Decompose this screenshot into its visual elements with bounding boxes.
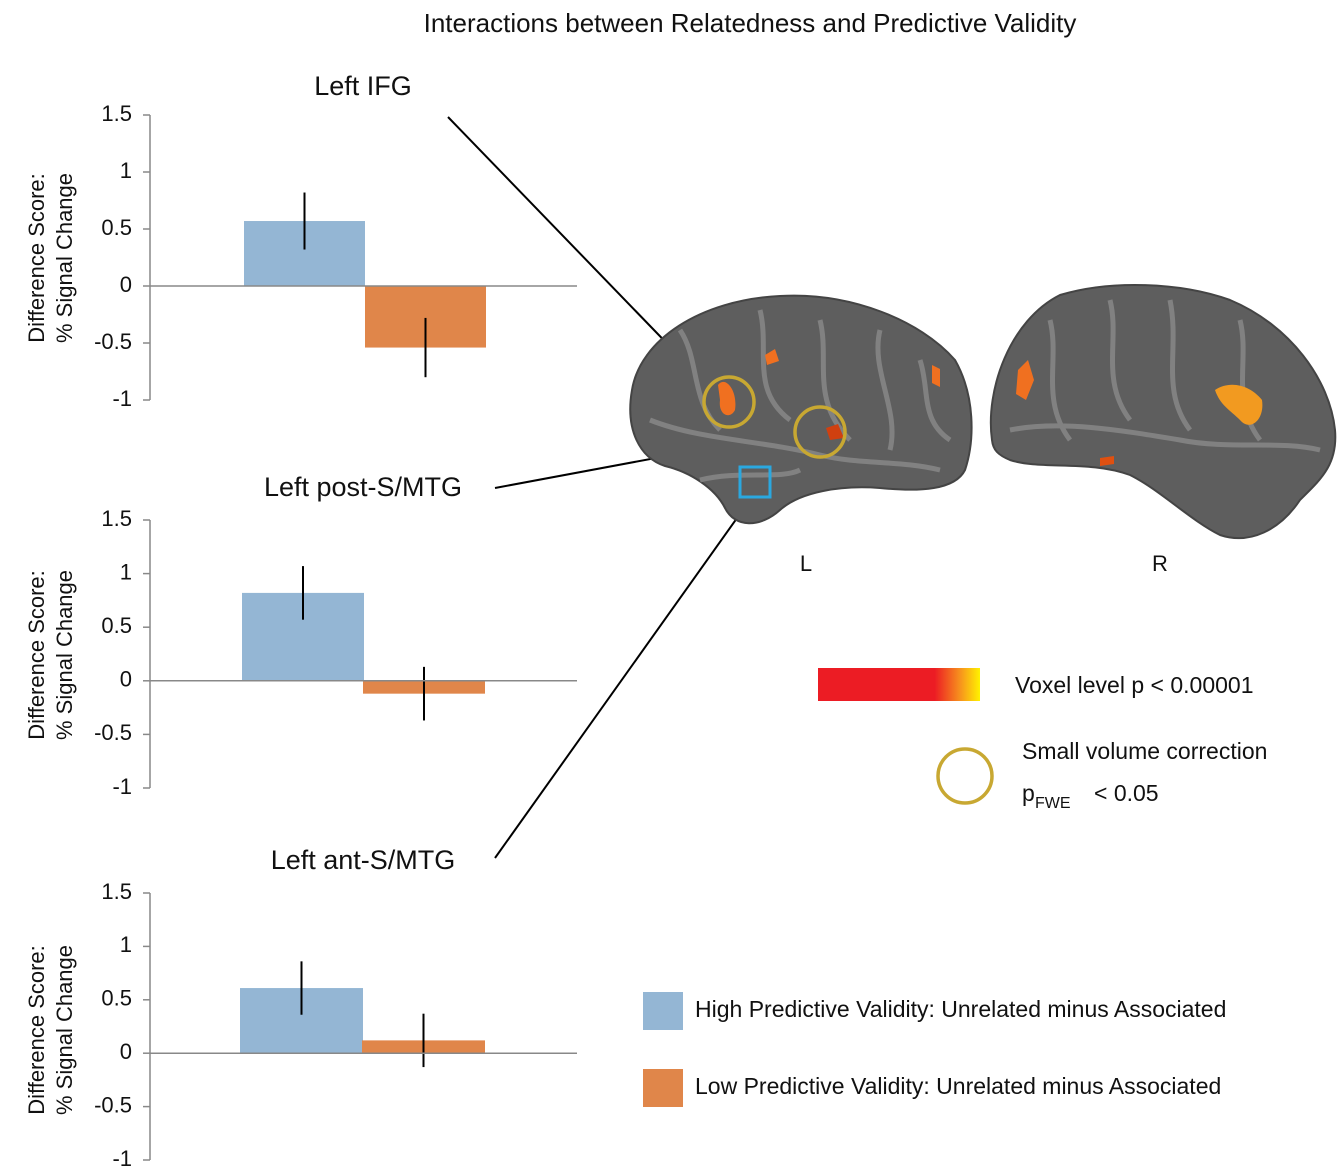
chart-title: Left IFG [314,71,412,101]
y-axis-label: % Signal Change [52,570,77,740]
y-tick-label: 0 [120,1039,132,1064]
y-tick-label: 0 [120,667,132,692]
figure-title: Interactions between Relatedness and Pre… [424,8,1077,38]
y-tick-label: 1 [120,932,132,957]
hemisphere-label: L [800,551,812,576]
y-tick-label: 1.5 [101,879,132,904]
y-tick-label: 0.5 [101,986,132,1011]
y-tick-label: 1 [120,158,132,183]
svc-p: p [1022,780,1035,806]
legend-swatch [643,992,683,1030]
left-brain [630,296,971,524]
svc-symbol [938,749,992,803]
y-tick-label: 1 [120,559,132,584]
figure: Interactions between Relatedness and Pre… [0,0,1340,1166]
y-axis-label: Difference Score: [24,570,49,740]
y-axis-label: % Signal Change [52,945,77,1115]
y-tick-label: -0.5 [94,720,132,745]
y-axis-label: Difference Score: [24,173,49,343]
y-tick-label: -0.5 [94,329,132,354]
legend-label: Low Predictive Validity: Unrelated minus… [695,1073,1221,1099]
y-tick-label: -0.5 [94,1092,132,1117]
y-axis-label: % Signal Change [52,173,77,343]
page: Interactions between Relatedness and Pre… [0,0,1340,1166]
y-tick-label: 0 [120,272,132,297]
svc-sub: FWE [1035,795,1071,812]
hemisphere-label: R [1152,551,1168,576]
legend-label: High Predictive Validity: Unrelated minu… [695,996,1226,1022]
y-tick-label: -1 [112,386,132,411]
y-tick-label: 1.5 [101,506,132,531]
y-tick-label: -1 [112,774,132,799]
chart-title: Left post-S/MTG [264,472,462,502]
y-tick-label: -1 [112,1146,132,1166]
legend-swatch [643,1069,683,1107]
svc-rest: < 0.05 [1094,780,1159,806]
colorbar-label: Voxel level p < 0.00001 [1015,672,1254,698]
colorbar [818,668,980,701]
y-axis-label: Difference Score: [24,945,49,1115]
connector [495,497,752,858]
y-tick-label: 1.5 [101,101,132,126]
chart-title: Left ant-S/MTG [271,845,456,875]
y-tick-label: 0.5 [101,215,132,240]
right-brain [991,285,1335,538]
y-tick-label: 0.5 [101,613,132,638]
svc-label: Small volume correction [1022,738,1267,764]
